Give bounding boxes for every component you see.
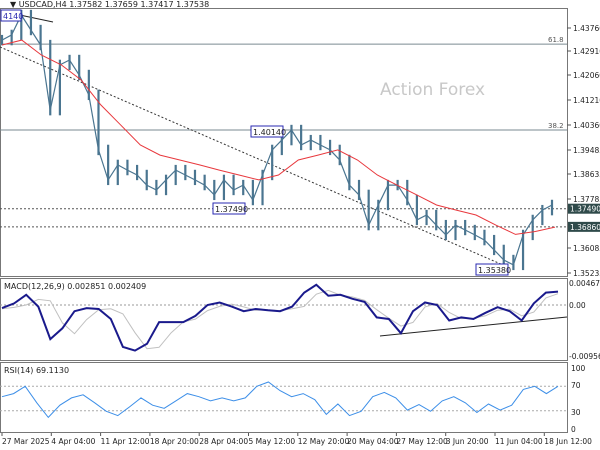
- y-tick-label: 1.38635: [573, 170, 600, 179]
- y-tick-label: 1.37785: [573, 195, 600, 204]
- rsi-tick-label: 100: [571, 364, 586, 373]
- macd-panel: [0, 278, 568, 361]
- macd-tick-label: 0.004674: [569, 279, 600, 288]
- y-tick-label: 1.43760: [573, 24, 600, 33]
- y-tick-label: 1.41210: [573, 96, 600, 105]
- annotation: 1.40140: [253, 128, 286, 137]
- watermark: Action Forex: [380, 80, 485, 100]
- fib-level-label: 61.8: [548, 36, 564, 44]
- price-line: [1, 13, 553, 266]
- x-tick-label: 20 May 04:00: [347, 437, 399, 446]
- rsi-tick-label: 0: [571, 425, 576, 434]
- fib-level-label: 38.2: [548, 122, 564, 130]
- x-tick-label: 27 May 12:00: [396, 437, 448, 446]
- y-tick-label: 1.42910: [573, 47, 600, 56]
- x-tick-label: 3 Jun 20:00: [446, 437, 489, 446]
- macd-line: [1, 283, 559, 352]
- macd-signal-line: [1, 289, 559, 350]
- rsi-title: RSI(14) 69.1130: [4, 366, 69, 375]
- macd-tick-label: -0.009568: [569, 352, 600, 361]
- dashed-trendline[interactable]: [0, 46, 511, 269]
- annotation: 1.35380: [478, 266, 511, 275]
- x-tick-label: 12 May 20:00: [298, 437, 350, 446]
- label-4140: 4140: [0, 9, 23, 22]
- rsi-line: [1, 381, 559, 419]
- x-tick-label: 4 Apr 04:00: [51, 437, 95, 446]
- rsi-tick-label: 30: [571, 408, 581, 417]
- symbol-header: ▼ USDCAD,H4 1.37582 1.37659 1.37417 1.37…: [10, 0, 209, 9]
- price-tag-label: 1.36860: [570, 223, 600, 232]
- price-tag: [568, 221, 600, 232]
- x-tick-label: 18 Apr 20:00: [150, 437, 199, 446]
- rsi-tick-label: 70: [571, 381, 581, 390]
- y-tick-label: 1.40360: [573, 121, 600, 130]
- y-tick-label: 1.36085: [573, 244, 600, 253]
- y-tick-label: 1.35235: [573, 269, 600, 278]
- y-tick-label: 1.39485: [573, 146, 600, 155]
- price-panel: [0, 8, 568, 277]
- x-tick-label: 28 Apr 04:00: [199, 437, 248, 446]
- macd-tick-label: 0.00: [569, 301, 586, 310]
- x-tick-label: 5 May 12:00: [249, 437, 296, 446]
- rsi-panel: [0, 362, 568, 433]
- macd-trendline[interactable]: [379, 316, 568, 337]
- x-tick-label: 27 Mar 2025: [2, 437, 50, 446]
- price-tag: [568, 203, 600, 214]
- annotation: 4140: [3, 12, 23, 21]
- x-tick-label: 11 Jun 04:00: [495, 437, 543, 446]
- price-tag-label: 1.37490: [570, 205, 600, 214]
- macd-title: MACD(12,26,9) 0.002851 0.002409: [4, 282, 146, 291]
- x-tick-label: 18 Jun 12:00: [544, 437, 592, 446]
- annotation: 1.37490: [215, 205, 248, 214]
- x-tick-label: 11 Apr 12:00: [101, 437, 150, 446]
- moving-average-line: [1, 39, 556, 235]
- y-tick-label: 1.42060: [573, 71, 600, 80]
